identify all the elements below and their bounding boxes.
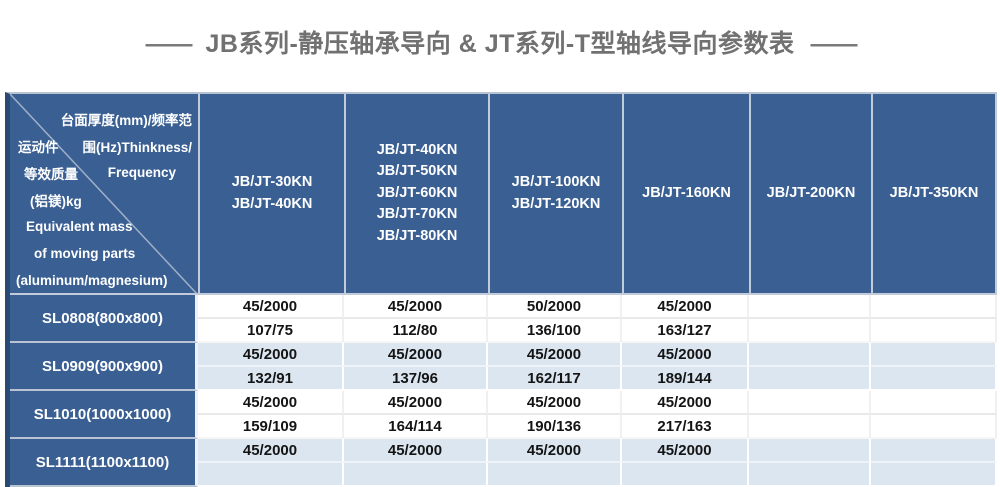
- table-cell: [488, 463, 622, 487]
- table-cell: [871, 343, 997, 367]
- table-cell: [871, 367, 997, 391]
- column-header-jbjt-100-120kn: JB/JT-100KN JB/JT-120KN: [488, 94, 622, 293]
- row-label-sl0909: SL0909(900x900): [10, 343, 198, 391]
- title-dash-right: ——: [810, 30, 858, 58]
- table-cell: [749, 415, 871, 439]
- table-cell: [871, 439, 997, 463]
- table-cell: [871, 463, 997, 487]
- column-header-jbjt-40-80kn: JB/JT-40KN JB/JT-50KN JB/JT-60KN JB/JT-7…: [344, 94, 488, 293]
- corner-line: (aluminum/magnesium): [16, 273, 168, 288]
- table-cell: 45/2000: [622, 439, 749, 463]
- page-title: —— JB系列-静压轴承导向 & JT系列-T型轴线导向参数表 ——: [0, 24, 1000, 60]
- table-cell: [749, 391, 871, 415]
- table-cell: 45/2000: [198, 343, 344, 367]
- table-cell: 50/2000: [488, 295, 622, 319]
- table-cell: 164/114: [344, 415, 488, 439]
- corner-line: 运动件 围(Hz)Thinkness/: [18, 139, 192, 155]
- table-cell: [749, 367, 871, 391]
- table-subrow: 45/2000 45/2000 45/2000 45/2000: [198, 439, 997, 463]
- table-row-group-sl0808: SL0808(800x800) 45/2000 45/2000 50/2000 …: [10, 295, 997, 343]
- table-subrow: 159/109 164/114 190/136 217/163: [198, 415, 997, 439]
- corner-line: (铝镁)kg: [30, 193, 82, 209]
- table-subrow: 132/91 137/96 162/117 189/144: [198, 367, 997, 391]
- table-header-row: 台面厚度(mm)/频率范 运动件 围(Hz)Thinkness/ 等效质量 Fr…: [10, 94, 997, 295]
- table-cell: 45/2000: [198, 439, 344, 463]
- table-cell: 45/2000: [488, 439, 622, 463]
- table-cell: 45/2000: [488, 343, 622, 367]
- table-cell: [749, 343, 871, 367]
- table-cell: 189/144: [622, 367, 749, 391]
- column-header-jbjt-200kn: JB/JT-200KN: [749, 94, 871, 293]
- table-cell: [871, 415, 997, 439]
- table-cell: 45/2000: [344, 391, 488, 415]
- title-dash-left: ——: [145, 30, 192, 58]
- table-cell: [871, 391, 997, 415]
- row-label-sl0808: SL0808(800x800): [10, 295, 198, 343]
- table-cell: [622, 463, 749, 487]
- column-header-jbjt-160kn: JB/JT-160KN: [622, 94, 749, 293]
- table-cell: [871, 295, 997, 319]
- table-cell: 45/2000: [622, 343, 749, 367]
- table-cell: 112/80: [344, 319, 488, 343]
- table-row-group-sl1010: SL1010(1000x1000) 45/2000 45/2000 45/200…: [10, 391, 997, 439]
- table-cell: [749, 319, 871, 343]
- column-header-jbjt-30-40kn: JB/JT-30KN JB/JT-40KN: [198, 94, 344, 293]
- table-cell: 162/117: [488, 367, 622, 391]
- table-cell: 163/127: [622, 319, 749, 343]
- table-cell: 132/91: [198, 367, 344, 391]
- table-cell: 45/2000: [488, 391, 622, 415]
- table-cell: 45/2000: [344, 439, 488, 463]
- table-cell: [871, 319, 997, 343]
- table-subrow: 45/2000 45/2000 45/2000 45/2000: [198, 343, 997, 367]
- table-subrow: 45/2000 45/2000 45/2000 45/2000: [198, 391, 997, 415]
- table-subrow: 45/2000 45/2000 50/2000 45/2000: [198, 295, 997, 319]
- table-cell: 45/2000: [198, 391, 344, 415]
- table-row-group-sl0909: SL0909(900x900) 45/2000 45/2000 45/2000 …: [10, 343, 997, 391]
- table-cell: [198, 463, 344, 487]
- corner-header-cell: 台面厚度(mm)/频率范 运动件 围(Hz)Thinkness/ 等效质量 Fr…: [10, 94, 198, 293]
- table-cell: [749, 463, 871, 487]
- table-cell: 217/163: [622, 415, 749, 439]
- corner-line: of moving parts: [34, 246, 136, 261]
- table-subrow: 107/75 112/80 136/100 163/127: [198, 319, 997, 343]
- table-cell: 45/2000: [622, 391, 749, 415]
- table-cell: 136/100: [488, 319, 622, 343]
- table-cell: 45/2000: [344, 343, 488, 367]
- table-row-group-sl1111: SL1111(1100x1100) 45/2000 45/2000 45/200…: [10, 439, 997, 487]
- page-title-text: JB系列-静压轴承导向 & JT系列-T型轴线导向参数表: [205, 30, 795, 58]
- table-cell: [749, 439, 871, 463]
- column-header-jbjt-350kn: JB/JT-350KN: [871, 94, 997, 293]
- parameter-table: 台面厚度(mm)/频率范 运动件 围(Hz)Thinkness/ 等效质量 Fr…: [5, 92, 997, 487]
- table-cell: 159/109: [198, 415, 344, 439]
- row-label-sl1111: SL1111(1100x1100): [10, 439, 198, 487]
- table-cell: 45/2000: [198, 295, 344, 319]
- table-subrow: [198, 463, 997, 487]
- corner-line: 台面厚度(mm)/频率范: [60, 112, 192, 128]
- row-label-sl1010: SL1010(1000x1000): [10, 391, 198, 439]
- table-cell: 107/75: [198, 319, 344, 343]
- table-cell: [749, 295, 871, 319]
- table-cell: 137/96: [344, 367, 488, 391]
- corner-line: 等效质量 Frequency: [24, 165, 176, 182]
- table-cell: [344, 463, 488, 487]
- corner-line: Equivalent mass: [26, 219, 133, 234]
- table-cell: 190/136: [488, 415, 622, 439]
- table-cell: 45/2000: [344, 295, 488, 319]
- diagonal-divider-line: [10, 94, 198, 293]
- table-cell: 45/2000: [622, 295, 749, 319]
